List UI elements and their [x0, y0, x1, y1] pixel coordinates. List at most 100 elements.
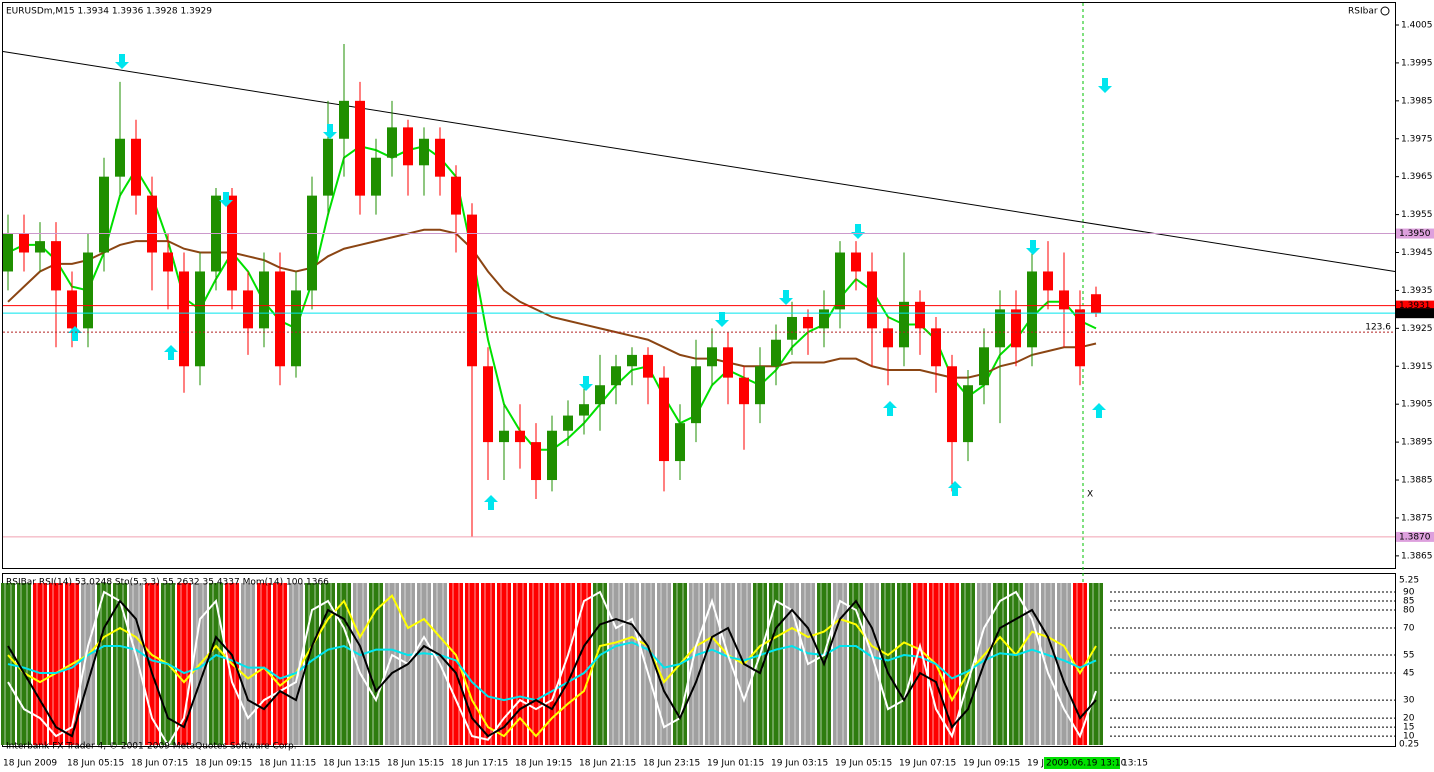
rsi-bar: [497, 583, 511, 745]
time-label: 18 Jun 05:15: [67, 759, 124, 769]
candle-body: [451, 176, 461, 215]
indicator-top-label: 5.25: [1399, 576, 1419, 586]
candle-body: [979, 347, 989, 386]
candle-body: [915, 301, 925, 329]
indicator-pane: [1, 583, 1395, 748]
rsi-bar: [545, 583, 559, 745]
candle-body: [243, 290, 253, 329]
candle-body: [595, 385, 605, 405]
time-label: 13:15: [1122, 759, 1148, 769]
candle-body: [3, 233, 13, 272]
rsi-bar: [609, 583, 623, 745]
time-label: 18 Jun 15:15: [387, 759, 444, 769]
candle-body: [355, 100, 365, 196]
candle-body: [1075, 309, 1085, 367]
indicator-tick-label: 20: [1403, 714, 1415, 724]
candle-body: [195, 271, 205, 367]
rsi-bar: [129, 583, 143, 745]
indicator-name: RSIbar: [1348, 7, 1378, 17]
candle-body: [467, 214, 477, 367]
candle-body: [339, 100, 349, 139]
level-label: 1.3870: [1399, 532, 1431, 542]
time-label: 18 Jun 13:15: [323, 759, 380, 769]
rsi-bar: [449, 583, 463, 745]
candle-body: [307, 195, 317, 291]
candle-body: [819, 309, 829, 329]
candle-body: [227, 195, 237, 291]
rsi-bar: [1089, 583, 1103, 745]
candle-body: [371, 157, 381, 196]
signal-arrow: [115, 54, 129, 69]
time-label: 19 Jun 09:15: [963, 759, 1020, 769]
rsi-bar: [465, 583, 479, 745]
signal-arrow: [164, 345, 178, 360]
rsi-bar: [481, 583, 495, 745]
y-tick-label: 1.3885: [1401, 476, 1433, 486]
fib-label: 123.6: [1365, 323, 1391, 333]
candle-body: [995, 309, 1005, 348]
y-tick-label: 1.3935: [1401, 286, 1433, 296]
indicator-tick-label: 30: [1403, 696, 1415, 706]
rsi-bar: [753, 583, 767, 745]
candle-body: [579, 404, 589, 416]
candle-body: [547, 430, 557, 481]
indicator-tick-label: 10: [1403, 732, 1415, 742]
candle-body: [35, 241, 45, 253]
indicator-line: [7, 599, 1097, 738]
indicator-tick-label: 45: [1403, 669, 1414, 679]
rsi-bar: [865, 583, 879, 745]
rsi-bar: [321, 583, 335, 745]
signal-arrow: [948, 481, 962, 496]
y-tick-label: 1.3955: [1401, 210, 1433, 220]
y-tick-label: 1.3975: [1401, 134, 1433, 144]
candle-body: [739, 377, 749, 405]
rsi-bar: [961, 583, 975, 745]
signal-arrow: [219, 192, 233, 207]
rsi-bar: [577, 583, 591, 745]
candle-body: [563, 415, 573, 431]
candle-body: [835, 252, 845, 310]
signal-arrow: [715, 312, 729, 327]
rsi-bar: [529, 583, 543, 745]
signal-arrow: [1098, 78, 1112, 93]
signal-arrow: [323, 124, 337, 139]
rsi-bar: [1, 583, 15, 745]
candle-body: [851, 252, 861, 272]
indicator-tick-label: 15: [1403, 723, 1414, 733]
indicator-tick-label: 70: [1403, 624, 1415, 634]
level-label: 1.3950: [1399, 229, 1431, 239]
footer: Interbank FX Trader 4, © 2001-2009 MetaQ…: [6, 742, 297, 752]
candle-body: [323, 138, 333, 196]
rsi-bar: [369, 583, 383, 745]
trendline: [2, 51, 1396, 272]
candle-body: [515, 430, 525, 443]
candle-body: [691, 366, 701, 424]
candle-body: [627, 354, 637, 367]
rsi-bar: [513, 583, 527, 745]
rsi-bar: [81, 583, 95, 745]
time-label: 19 Jun 01:15: [707, 759, 764, 769]
time-label: 18 Jun 17:15: [451, 759, 508, 769]
y-tick-label: 1.3965: [1401, 172, 1433, 182]
candle-body: [867, 271, 877, 329]
candle-body: [83, 252, 93, 329]
indicator-tick-label: 80: [1403, 606, 1415, 616]
candle-body: [1027, 271, 1037, 348]
signal-arrow: [1092, 403, 1106, 418]
candle-body: [1043, 271, 1053, 291]
rsi-bar: [289, 583, 303, 745]
level-label-bg: [1396, 228, 1434, 239]
indicator-bottom-label: 0.25: [1399, 740, 1419, 750]
signal-arrow: [484, 495, 498, 510]
rsi-bar: [1009, 583, 1023, 745]
candle-body: [803, 316, 813, 329]
rsi-bar: [241, 583, 255, 745]
candle-body: [1059, 290, 1069, 310]
rsi-bar: [33, 583, 47, 745]
chart-title: EURUSDm,M15 1.3934 1.3936 1.3928 1.3929: [6, 7, 212, 17]
candle-body: [19, 233, 29, 253]
signal-arrow: [883, 401, 897, 416]
main-frame: [2, 2, 1396, 569]
moving-average: [7, 228, 1097, 379]
